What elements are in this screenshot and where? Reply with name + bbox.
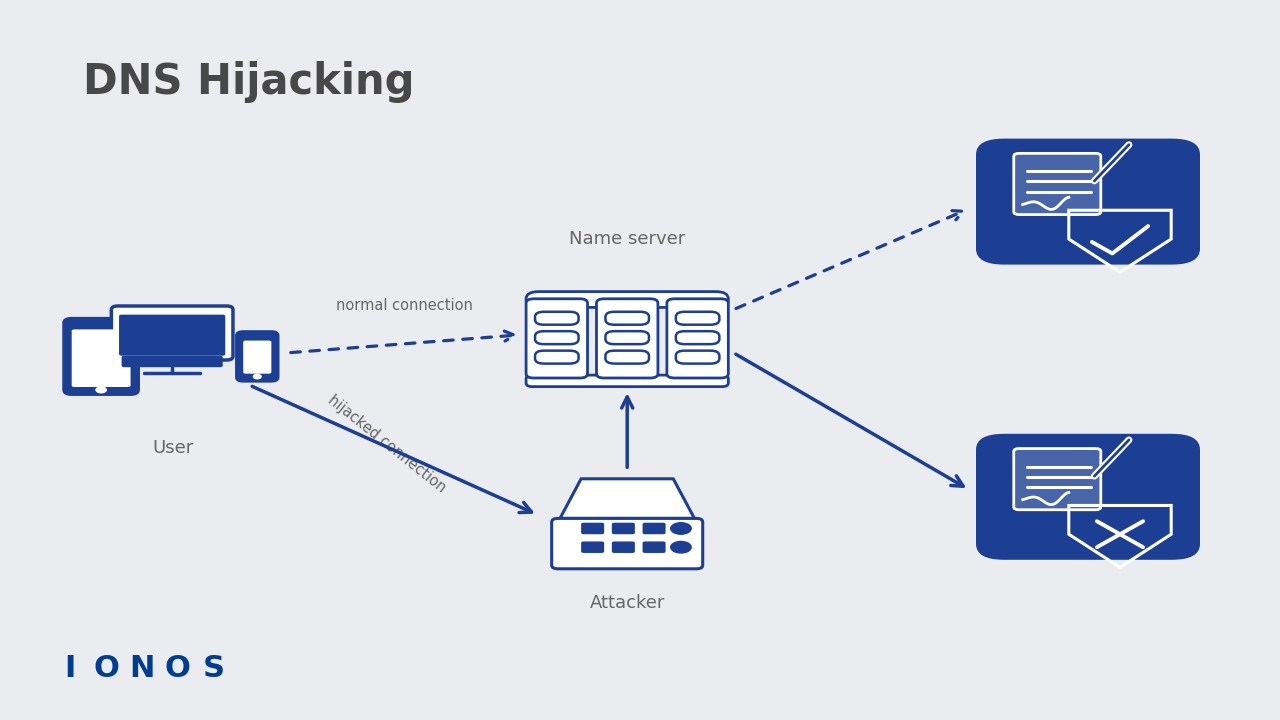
FancyBboxPatch shape (676, 312, 719, 325)
FancyBboxPatch shape (111, 306, 233, 360)
Text: I: I (65, 654, 76, 683)
FancyBboxPatch shape (605, 331, 649, 344)
Text: normal connection: normal connection (337, 298, 472, 313)
FancyBboxPatch shape (526, 292, 728, 307)
FancyBboxPatch shape (535, 331, 579, 344)
FancyBboxPatch shape (605, 351, 649, 364)
Text: Name server: Name server (570, 230, 685, 248)
FancyBboxPatch shape (535, 351, 579, 364)
FancyBboxPatch shape (122, 356, 223, 367)
FancyBboxPatch shape (581, 523, 604, 534)
FancyBboxPatch shape (581, 541, 604, 553)
FancyBboxPatch shape (535, 312, 579, 325)
Text: User: User (152, 439, 193, 457)
FancyBboxPatch shape (667, 299, 728, 378)
FancyBboxPatch shape (237, 332, 278, 381)
FancyBboxPatch shape (612, 541, 635, 553)
FancyBboxPatch shape (526, 299, 588, 378)
Text: O: O (93, 654, 119, 683)
FancyBboxPatch shape (643, 541, 666, 553)
FancyBboxPatch shape (612, 523, 635, 534)
Polygon shape (561, 479, 694, 518)
FancyBboxPatch shape (596, 299, 658, 378)
Circle shape (671, 541, 691, 553)
FancyBboxPatch shape (552, 518, 703, 569)
Text: DNS Hijacking: DNS Hijacking (83, 61, 415, 103)
Text: O: O (165, 654, 191, 683)
FancyBboxPatch shape (1014, 153, 1101, 215)
FancyBboxPatch shape (72, 330, 131, 387)
Circle shape (671, 523, 691, 534)
FancyBboxPatch shape (676, 331, 719, 344)
Text: S: S (202, 654, 225, 683)
Text: hijacked connection: hijacked connection (325, 392, 449, 496)
FancyBboxPatch shape (977, 139, 1201, 265)
Circle shape (96, 387, 106, 393)
FancyBboxPatch shape (119, 315, 225, 356)
Text: Attacker: Attacker (590, 594, 664, 612)
FancyBboxPatch shape (243, 341, 271, 374)
FancyBboxPatch shape (676, 351, 719, 364)
FancyBboxPatch shape (1014, 449, 1101, 510)
Circle shape (253, 374, 261, 379)
FancyBboxPatch shape (643, 523, 666, 534)
FancyBboxPatch shape (977, 433, 1201, 560)
FancyBboxPatch shape (605, 312, 649, 325)
Text: N: N (129, 654, 155, 683)
FancyBboxPatch shape (64, 319, 138, 395)
FancyBboxPatch shape (526, 375, 728, 387)
